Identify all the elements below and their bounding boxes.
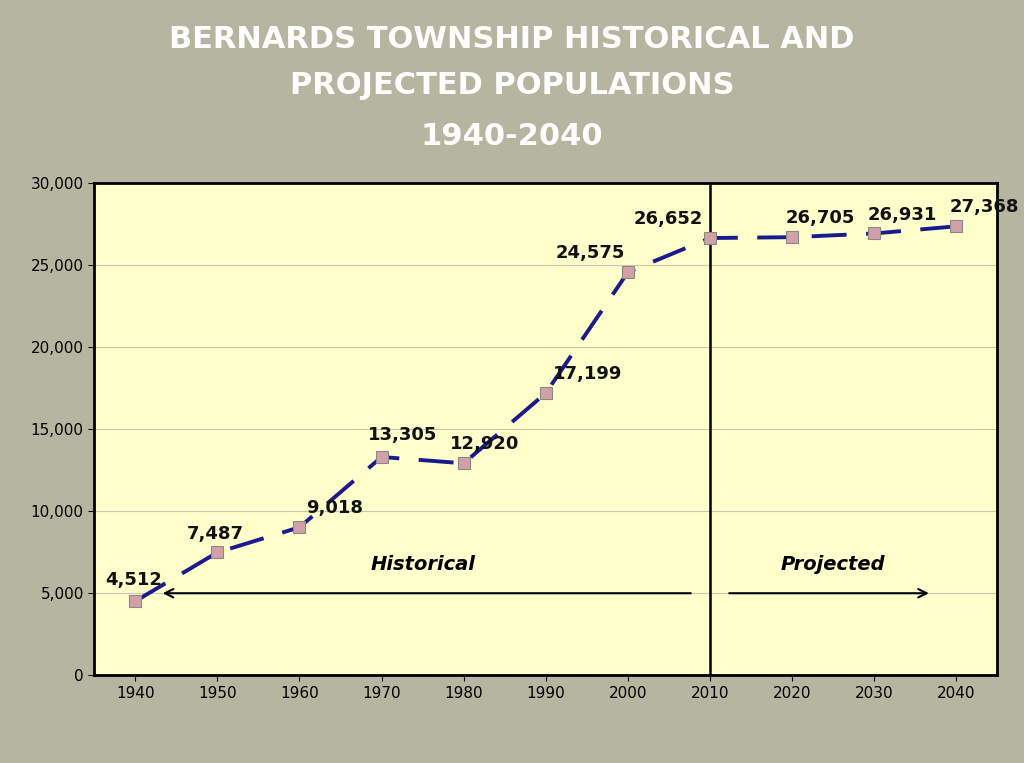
Text: 12,920: 12,920 [450,436,519,453]
Text: Projected: Projected [781,555,886,574]
Text: 26,931: 26,931 [867,205,937,224]
Text: 17,199: 17,199 [553,365,623,383]
Text: 24,575: 24,575 [556,244,625,262]
Text: 4,512: 4,512 [104,571,162,588]
Text: 26,652: 26,652 [634,210,703,228]
Text: 1940-2040: 1940-2040 [421,121,603,150]
Text: 26,705: 26,705 [785,209,855,227]
Text: 27,368: 27,368 [949,198,1019,217]
Text: BERNARDS TOWNSHIP HISTORICAL AND: BERNARDS TOWNSHIP HISTORICAL AND [169,24,855,53]
Text: Historical: Historical [371,555,475,574]
Text: 13,305: 13,305 [368,427,437,444]
Text: PROJECTED POPULATIONS: PROJECTED POPULATIONS [290,70,734,100]
Text: 7,487: 7,487 [186,524,244,542]
Text: 9,018: 9,018 [306,500,364,517]
